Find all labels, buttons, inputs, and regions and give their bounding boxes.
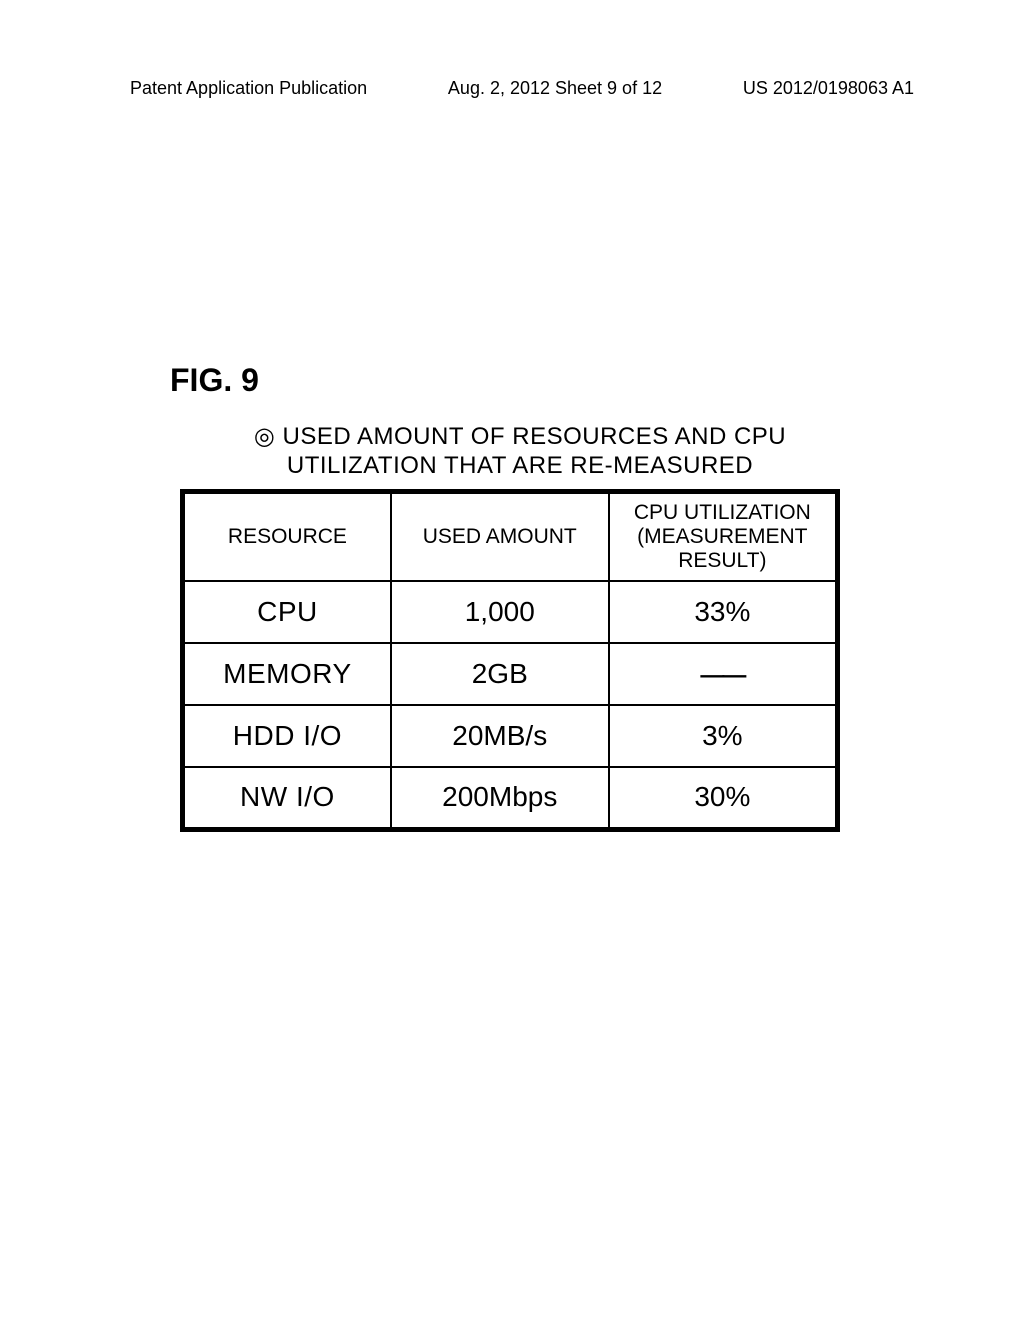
- cell-used-amount: 200Mbps: [391, 767, 609, 829]
- document-header: Patent Application Publication Aug. 2, 2…: [0, 78, 1024, 99]
- table-header-row: RESOURCE USED AMOUNT CPU UTILIZATION(MEA…: [183, 491, 838, 581]
- resource-table: RESOURCE USED AMOUNT CPU UTILIZATION(MEA…: [180, 489, 840, 832]
- table-row: CPU 1,000 33%: [183, 581, 838, 643]
- table-row: MEMORY 2GB ——: [183, 643, 838, 705]
- cell-used-amount: 20MB/s: [391, 705, 609, 767]
- cell-cpu-util: 33%: [609, 581, 838, 643]
- column-header-cpu-utilization: CPU UTILIZATION(MEASUREMENTRESULT): [609, 491, 838, 581]
- cell-cpu-util: 3%: [609, 705, 838, 767]
- header-left-text: Patent Application Publication: [130, 78, 367, 99]
- column-header-used-amount: USED AMOUNT: [391, 491, 609, 581]
- header-right-text: US 2012/0198063 A1: [743, 78, 914, 99]
- cell-cpu-util: 30%: [609, 767, 838, 829]
- cell-used-amount: 1,000: [391, 581, 609, 643]
- table-row: HDD I/O 20MB/s 3%: [183, 705, 838, 767]
- caption-line-1: ◎ USED AMOUNT OF RESOURCES AND CPU: [254, 423, 786, 450]
- cell-resource: MEMORY: [183, 643, 391, 705]
- cell-resource: CPU: [183, 581, 391, 643]
- cell-resource: HDD I/O: [183, 705, 391, 767]
- column-header-resource: RESOURCE: [183, 491, 391, 581]
- figure-caption: ◎ USED AMOUNT OF RESOURCES AND CPU UTILI…: [210, 423, 830, 481]
- cell-resource: NW I/O: [183, 767, 391, 829]
- figure-container: FIG. 9 ◎ USED AMOUNT OF RESOURCES AND CP…: [170, 362, 850, 832]
- caption-line-2: UTILIZATION THAT ARE RE-MEASURED: [287, 452, 753, 479]
- figure-label: FIG. 9: [170, 362, 850, 399]
- cell-used-amount: 2GB: [391, 643, 609, 705]
- cell-cpu-util: ——: [609, 643, 838, 705]
- table-row: NW I/O 200Mbps 30%: [183, 767, 838, 829]
- header-center-text: Aug. 2, 2012 Sheet 9 of 12: [448, 78, 662, 99]
